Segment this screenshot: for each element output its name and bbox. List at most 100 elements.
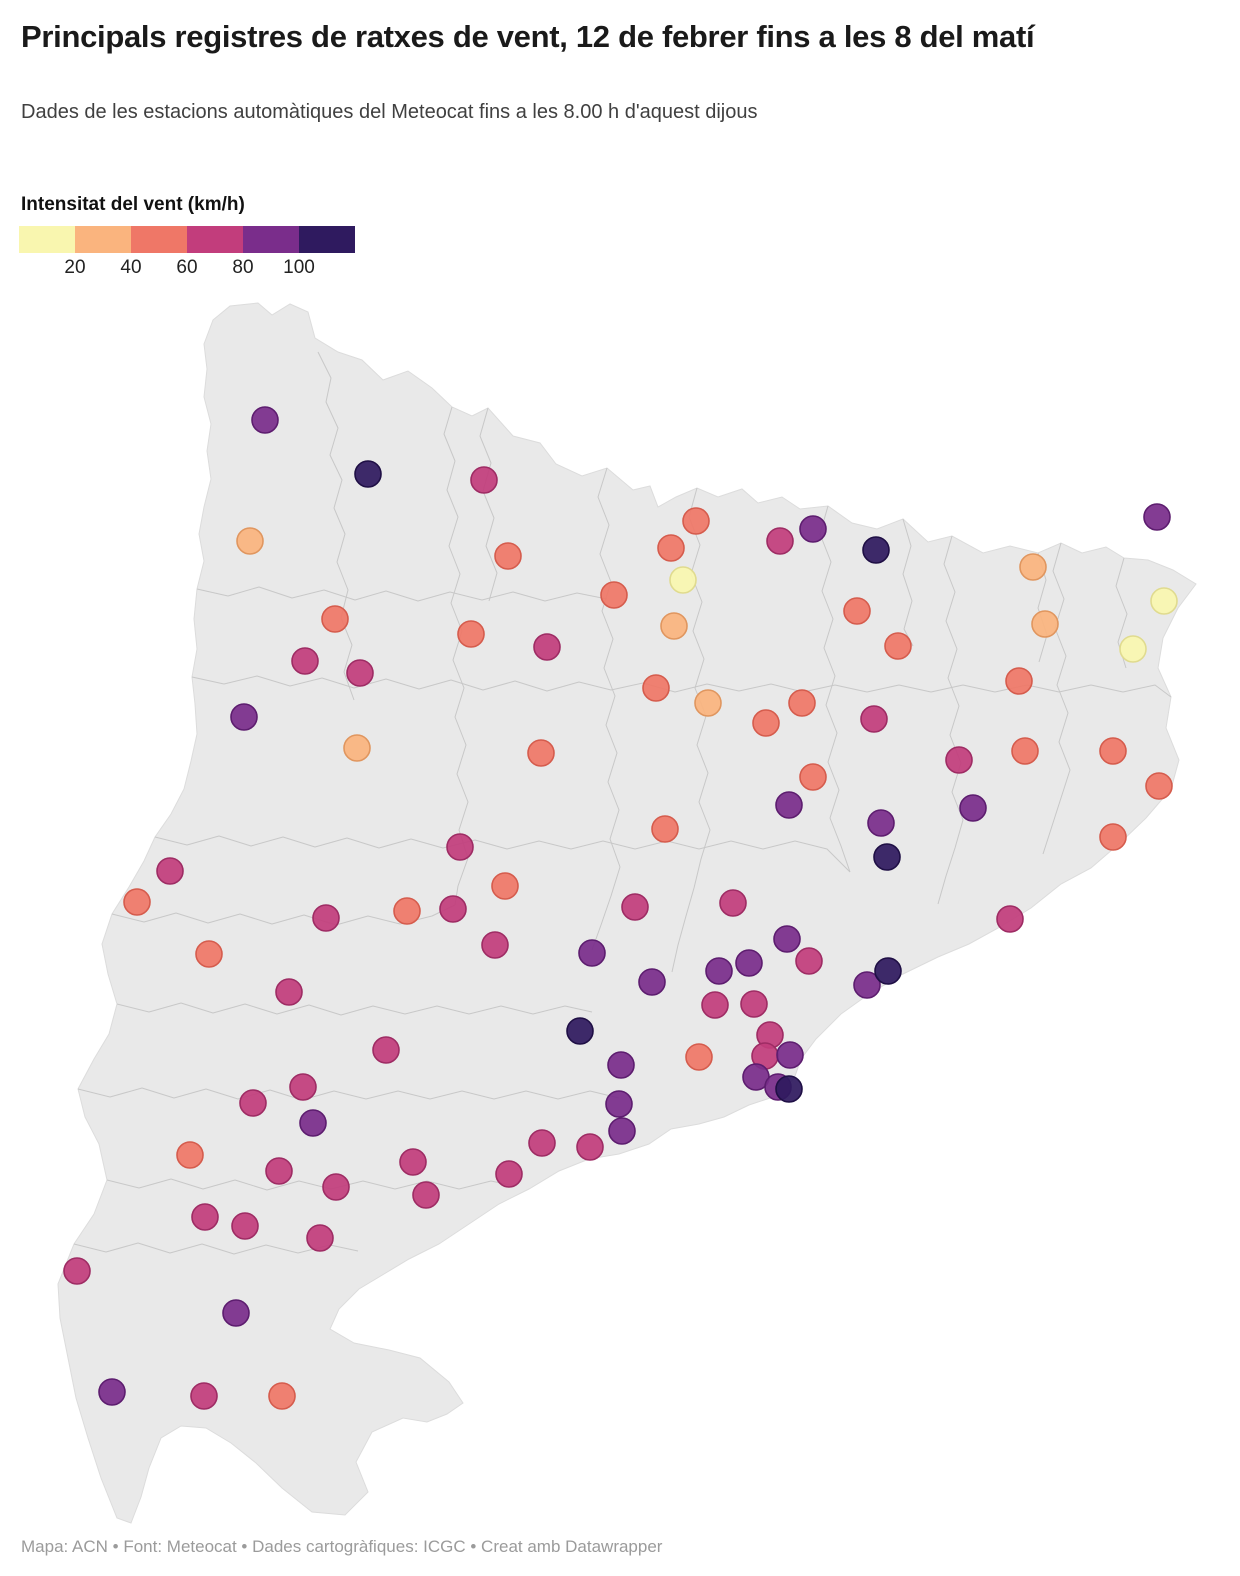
station-dot[interactable]	[775, 791, 803, 819]
station-dot[interactable]	[860, 705, 888, 733]
station-dot[interactable]	[446, 833, 474, 861]
station-dot[interactable]	[694, 689, 722, 717]
station-dot[interactable]	[527, 739, 555, 767]
comarca-borders	[73, 351, 1172, 1255]
station-dot[interactable]	[156, 857, 184, 885]
station-dot[interactable]	[1019, 553, 1047, 581]
station-dot[interactable]	[98, 1378, 126, 1406]
station-dot[interactable]	[494, 542, 522, 570]
station-dot[interactable]	[799, 763, 827, 791]
station-dot[interactable]	[343, 734, 371, 762]
station-dot[interactable]	[268, 1382, 296, 1410]
station-dot[interactable]	[457, 620, 485, 648]
station-dot[interactable]	[1011, 737, 1039, 765]
station-dot[interactable]	[191, 1203, 219, 1231]
station-dot[interactable]	[600, 581, 628, 609]
station-dot[interactable]	[1099, 737, 1127, 765]
station-dot[interactable]	[533, 633, 561, 661]
station-dot[interactable]	[312, 904, 340, 932]
station-dot[interactable]	[470, 466, 498, 494]
station-dot[interactable]	[752, 709, 780, 737]
station-dot[interactable]	[222, 1299, 250, 1327]
station-dot[interactable]	[638, 968, 666, 996]
station-dot[interactable]	[642, 674, 670, 702]
station-dot[interactable]	[660, 612, 688, 640]
station-dot[interactable]	[867, 809, 895, 837]
station-dot[interactable]	[1031, 610, 1059, 638]
station-dot[interactable]	[176, 1141, 204, 1169]
station-dot[interactable]	[657, 534, 685, 562]
station-dot[interactable]	[346, 659, 374, 687]
station-dot[interactable]	[651, 815, 679, 843]
station-dot[interactable]	[289, 1073, 317, 1101]
station-dot[interactable]	[322, 1173, 350, 1201]
station-dot[interactable]	[265, 1157, 293, 1185]
station-dot[interactable]	[236, 527, 264, 555]
legend-tick-100: 100	[283, 257, 315, 278]
station-dot[interactable]	[705, 957, 733, 985]
station-dot[interactable]	[231, 1212, 259, 1240]
station-dot[interactable]	[528, 1129, 556, 1157]
station-dot[interactable]	[1145, 772, 1173, 800]
legend-swatch-60-80	[187, 226, 243, 253]
station-dot[interactable]	[412, 1181, 440, 1209]
station-dot[interactable]	[719, 889, 747, 917]
station-dot[interactable]	[766, 527, 794, 555]
station-dot[interactable]	[669, 566, 697, 594]
station-dot[interactable]	[959, 794, 987, 822]
station-dot[interactable]	[799, 515, 827, 543]
station-dot[interactable]	[372, 1036, 400, 1064]
station-dot[interactable]	[239, 1089, 267, 1117]
station-dot[interactable]	[306, 1224, 334, 1252]
station-dot[interactable]	[495, 1160, 523, 1188]
station-dot[interactable]	[788, 689, 816, 717]
station-dot[interactable]	[321, 605, 349, 633]
station-dot[interactable]	[740, 990, 768, 1018]
station-dot[interactable]	[1005, 667, 1033, 695]
station-dot[interactable]	[63, 1257, 91, 1285]
station-dot[interactable]	[873, 843, 901, 871]
footer-credits: Mapa: ACN • Font: Meteocat • Dades carto…	[21, 1537, 663, 1556]
legend-tick-labels: 20 40 60 80 100	[19, 257, 355, 281]
station-dot[interactable]	[439, 895, 467, 923]
station-dot[interactable]	[491, 872, 519, 900]
station-dot[interactable]	[291, 647, 319, 675]
station-dot[interactable]	[566, 1017, 594, 1045]
station-dot[interactable]	[251, 406, 279, 434]
station-dot[interactable]	[701, 991, 729, 1019]
station-dot[interactable]	[735, 949, 763, 977]
station-dot[interactable]	[608, 1117, 636, 1145]
station-dot[interactable]	[354, 460, 382, 488]
station-dot[interactable]	[578, 939, 606, 967]
station-dot[interactable]	[685, 1043, 713, 1071]
station-dot[interactable]	[853, 971, 881, 999]
station-dot[interactable]	[123, 888, 151, 916]
station-dot[interactable]	[299, 1109, 327, 1137]
station-dot[interactable]	[607, 1051, 635, 1079]
station-dot[interactable]	[874, 957, 902, 985]
station-dot[interactable]	[843, 597, 871, 625]
station-dot[interactable]	[862, 536, 890, 564]
station-dot[interactable]	[884, 632, 912, 660]
station-dot[interactable]	[1143, 503, 1171, 531]
station-dot[interactable]	[775, 1075, 803, 1103]
station-dot[interactable]	[1119, 635, 1147, 663]
station-dot[interactable]	[1150, 587, 1178, 615]
station-dot[interactable]	[399, 1148, 427, 1176]
station-dot[interactable]	[275, 978, 303, 1006]
station-dot[interactable]	[795, 947, 823, 975]
station-dot[interactable]	[190, 1382, 218, 1410]
station-dot[interactable]	[195, 940, 223, 968]
station-dot[interactable]	[481, 931, 509, 959]
station-dot[interactable]	[621, 893, 649, 921]
station-dot[interactable]	[773, 925, 801, 953]
station-dot[interactable]	[945, 746, 973, 774]
station-dot[interactable]	[230, 703, 258, 731]
station-dot[interactable]	[996, 905, 1024, 933]
station-dot[interactable]	[1099, 823, 1127, 851]
station-dot[interactable]	[393, 897, 421, 925]
station-dot[interactable]	[605, 1090, 633, 1118]
station-dot[interactable]	[682, 507, 710, 535]
station-dot[interactable]	[776, 1041, 804, 1069]
station-dot[interactable]	[576, 1133, 604, 1161]
